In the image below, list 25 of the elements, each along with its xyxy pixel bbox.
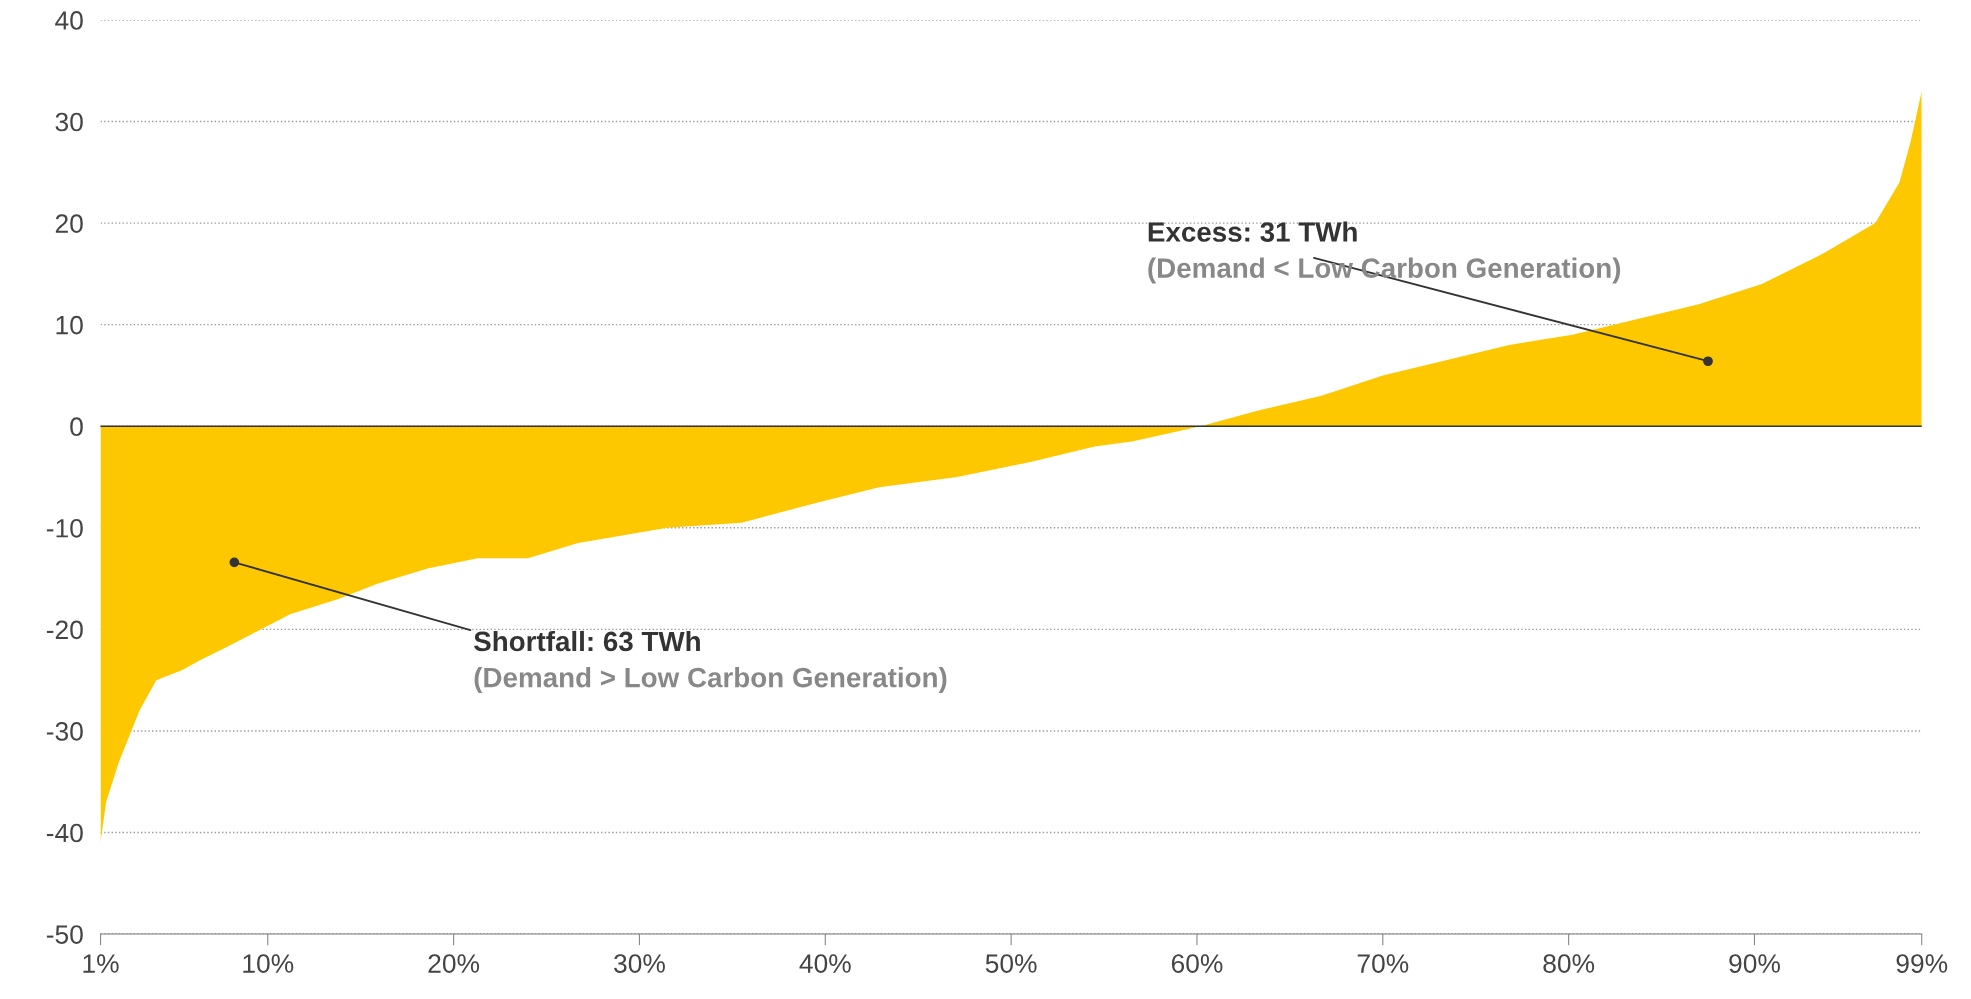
annotation: Shortfall: 63 TWh (474, 630, 700, 652)
y-tick-label: 30 (55, 112, 83, 132)
x-tick-label: 90% (1729, 954, 1780, 973)
annotation: Excess: 31 TWh (1148, 221, 1357, 242)
y-tick-label: -40 (46, 823, 83, 843)
x-tick-label: 80% (1543, 954, 1595, 973)
y-tick-label: 10 (56, 315, 83, 335)
y-tick-label: 0 (70, 417, 83, 437)
x-tick-label: 30% (614, 954, 665, 973)
annotation: (Demand < Low Carbon Generation) (1148, 257, 1621, 284)
x-tick-label: 10% (243, 954, 294, 973)
x-tick-label: 20% (428, 954, 480, 973)
x-tick-label: 40% (799, 954, 851, 973)
x-tick-label: 70% (1357, 954, 1409, 973)
y-tick-label: -20 (46, 620, 83, 640)
y-tick-label: 40 (55, 11, 83, 30)
y-tick-label: -10 (46, 518, 83, 538)
x-tick-label: 99% (1896, 954, 1948, 973)
y-tick-label: -30 (46, 722, 83, 741)
y-tick-label: 20 (55, 214, 83, 233)
x-tick-label: 60% (1171, 954, 1223, 973)
x-tick-label: 50% (985, 954, 1037, 973)
x-tick-label: 1% (83, 954, 119, 973)
y-tick-label: -50 (46, 925, 83, 944)
annotation: (Demand > Low Carbon Generation) (474, 667, 947, 693)
